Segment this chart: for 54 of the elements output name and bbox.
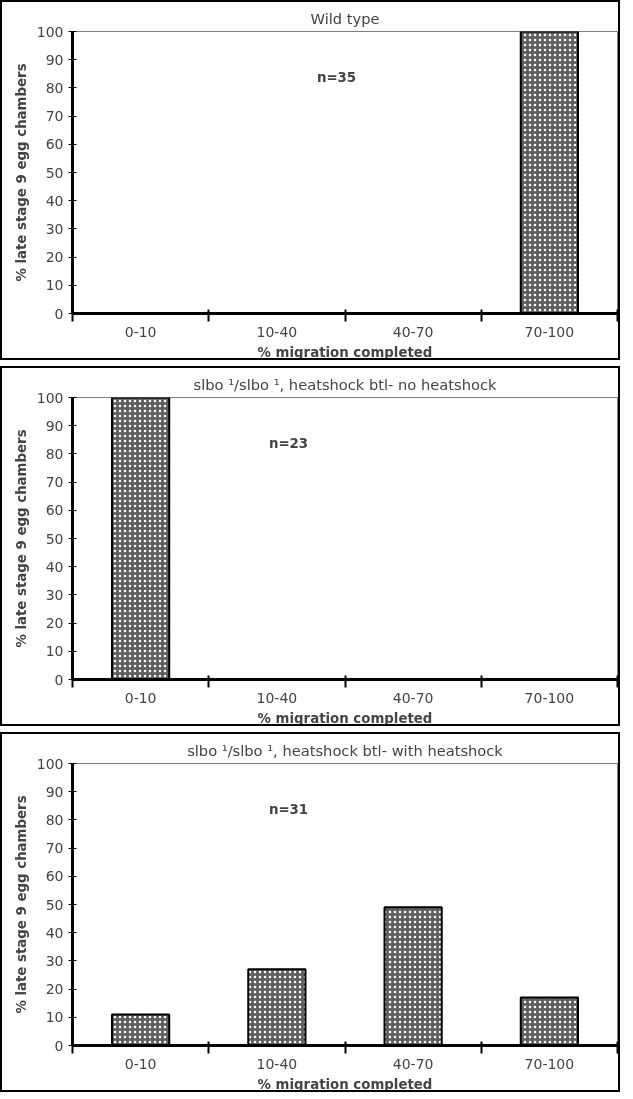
y-tick-label: 40 [45, 924, 64, 941]
chart-title: slbo ¹/slbo ¹, heatshock btl- with heatshock [187, 741, 504, 759]
y-tick-label: 100 [36, 389, 64, 406]
y-tick-label: 60 [45, 868, 64, 885]
y-tick-label: 100 [36, 23, 64, 40]
x-tick-label: 40-70 [392, 323, 434, 340]
y-tick-label: 20 [45, 249, 64, 266]
y-tick-label: 0 [54, 1037, 64, 1054]
y-axis-title: % late stage 9 egg chambers [13, 63, 29, 282]
chart-title: Wild type [310, 9, 380, 27]
x-tick-label: 10-40 [256, 1055, 298, 1072]
y-tick-label: 30 [45, 952, 64, 969]
annotation: n=35 [316, 69, 357, 85]
y-tick-label: 60 [45, 136, 64, 153]
x-tick-label: 70-100 [524, 689, 575, 706]
y-tick-label: 0 [54, 305, 64, 322]
y-tick-label: 40 [45, 192, 64, 209]
y-tick-label: 10 [45, 643, 64, 660]
y-tick-label: 80 [45, 445, 64, 462]
y-tick-label: 50 [45, 530, 64, 547]
y-tick-label: 70 [45, 474, 64, 491]
y-tick-label: 30 [45, 220, 64, 237]
x-tick-label: 0-10 [124, 323, 157, 340]
y-tick-label: 70 [45, 108, 64, 125]
y-tick-label: 90 [45, 417, 64, 434]
x-tick-label: 0-10 [124, 1055, 157, 1072]
y-axis-title: % late stage 9 egg chambers [13, 429, 29, 648]
x-tick-label: 40-70 [392, 1055, 434, 1072]
y-tick-label: 10 [45, 1009, 64, 1026]
annotation: n=31 [268, 801, 309, 817]
x-tick-label: 10-40 [256, 323, 298, 340]
chart-title: slbo ¹/slbo ¹, heatshock btl- no heatshock [193, 375, 497, 393]
y-tick-label: 80 [45, 79, 64, 96]
y-tick-label: 30 [45, 586, 64, 603]
y-tick-label: 20 [45, 981, 64, 998]
y-tick-label: 10 [45, 277, 64, 294]
y-tick-label: 20 [45, 615, 64, 632]
y-tick-label: 70 [45, 840, 64, 857]
x-tick-label: 70-100 [524, 323, 575, 340]
y-tick-label: 50 [45, 164, 64, 181]
y-tick-label: 90 [45, 783, 64, 800]
x-tick-label: 70-100 [524, 1055, 575, 1072]
annotation: n=23 [268, 435, 309, 451]
y-tick-label: 50 [45, 896, 64, 913]
y-tick-label: 60 [45, 502, 64, 519]
x-tick-label: 40-70 [392, 689, 434, 706]
y-tick-label: 40 [45, 558, 64, 575]
x-tick-label: 0-10 [124, 689, 157, 706]
y-tick-label: 90 [45, 51, 64, 68]
y-tick-label: 0 [54, 671, 64, 688]
y-tick-label: 100 [36, 755, 64, 772]
y-tick-label: 80 [45, 811, 64, 828]
y-axis-title: % late stage 9 egg chambers [13, 795, 29, 1014]
x-tick-label: 10-40 [256, 689, 298, 706]
